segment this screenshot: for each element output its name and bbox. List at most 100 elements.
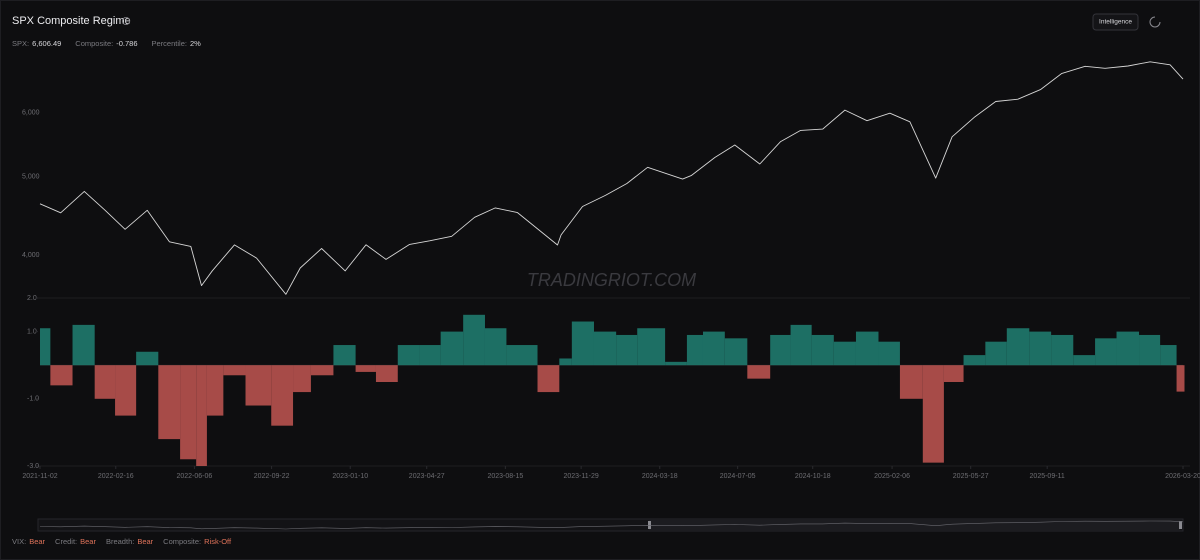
info-icon[interactable] — [122, 16, 131, 25]
x-tick-label: 2023-01-10 — [332, 473, 368, 480]
composite-bar — [115, 365, 137, 416]
composite-bar — [922, 365, 944, 463]
stat-label: Percentile: — [152, 39, 187, 48]
y-tick-label: -3.0 — [27, 463, 39, 470]
composite-bar — [943, 365, 964, 382]
x-tick-label: 2025-05-27 — [953, 473, 989, 480]
stat-value: Bear — [137, 537, 153, 546]
stat-label: SPX: — [12, 39, 29, 48]
composite-bar — [419, 345, 441, 366]
stat-value: Bear — [80, 537, 96, 546]
composite-bar — [593, 331, 617, 366]
composite-bar — [1051, 334, 1074, 366]
stat-value: 2% — [190, 39, 201, 48]
composite-bar — [506, 345, 538, 366]
composite-bar — [375, 365, 398, 382]
composite-bar — [878, 341, 900, 366]
stat-value: 6,606.49 — [32, 39, 61, 48]
composite-bar — [747, 365, 771, 379]
stat-label: VIX: — [12, 537, 26, 546]
composite-bar — [196, 365, 207, 466]
button-label[interactable]: Intelligence — [1099, 19, 1132, 26]
composite-bar — [985, 341, 1007, 366]
composite-bar — [571, 321, 594, 366]
stat-value: -0.786 — [116, 39, 137, 48]
composite-bar — [484, 328, 507, 366]
composite-bar — [702, 331, 725, 366]
composite-bar — [665, 361, 687, 366]
composite-bar — [724, 338, 748, 366]
composite-bar — [271, 365, 294, 426]
composite-bar — [559, 358, 572, 366]
composite-bar — [855, 331, 879, 366]
composite-bar — [833, 341, 856, 366]
composite-bar — [440, 331, 464, 366]
x-tick-label: 2022-09-22 — [254, 473, 290, 480]
x-tick-label: 2021-11-02 — [22, 473, 57, 480]
composite-bar — [1073, 355, 1096, 366]
composite-bar — [899, 365, 923, 399]
y-tick-label: -1.0 — [27, 396, 39, 403]
refresh-icon[interactable] — [1149, 16, 1161, 28]
stat-label: Composite: — [75, 39, 113, 48]
y-tick-label: 2.0 — [27, 295, 37, 302]
navigator-handle[interactable] — [648, 521, 651, 529]
composite-bar — [355, 365, 376, 372]
composite-bar — [245, 365, 272, 406]
composite-bar — [94, 365, 116, 399]
composite-bar — [50, 365, 73, 386]
navigator-handle[interactable] — [1179, 521, 1182, 529]
x-tick-label: 2022-06-06 — [176, 473, 212, 480]
composite-bar — [811, 334, 834, 366]
composite-bar — [1006, 328, 1030, 366]
x-tick-label: 2024-07-05 — [720, 473, 756, 480]
x-tick-label: 2023-04-27 — [409, 473, 445, 480]
composite-bar — [1176, 365, 1185, 392]
composite-bar — [136, 351, 159, 366]
composite-bar — [1139, 334, 1161, 366]
stat-value: Bear — [29, 537, 45, 546]
intelligence-button[interactable] — [1092, 13, 1139, 31]
composite-bar — [206, 365, 224, 416]
composite-bar — [637, 328, 666, 366]
title: SPX Composite Regime — [12, 15, 131, 27]
composite-bar — [180, 365, 197, 460]
composite-bar — [333, 345, 356, 366]
composite-bar — [223, 365, 246, 376]
composite-bar — [616, 334, 638, 366]
composite-bar — [1160, 345, 1177, 366]
stat-label: Breadth: — [106, 537, 134, 546]
navigator-window[interactable] — [649, 519, 1180, 531]
composite-bar — [1029, 331, 1052, 366]
x-tick-label: 2025-09-11 — [1030, 473, 1065, 480]
composite-bar — [963, 355, 986, 366]
stat-label: Credit: — [55, 537, 77, 546]
x-tick-label: 2024-03-18 — [642, 473, 678, 480]
composite-bar — [397, 345, 420, 366]
x-tick-label: 2024-10-18 — [795, 473, 831, 480]
composite-bar — [463, 314, 485, 366]
x-tick-label: 2026-03-20 — [1165, 473, 1200, 480]
composite-bar — [310, 365, 334, 376]
y-tick-label: 1.0 — [27, 328, 37, 335]
x-tick-label: 2022-02-16 — [98, 473, 134, 480]
composite-bar — [770, 334, 791, 366]
composite-bar — [158, 365, 181, 440]
stat-value: Risk-Off — [204, 537, 232, 546]
composite-bar — [790, 324, 812, 366]
x-tick-label: 2023-08-15 — [487, 473, 523, 480]
composite-bar — [686, 334, 703, 366]
watermark: TRADINGRIOT.COM — [527, 270, 696, 290]
x-tick-label: 2023-11-29 — [563, 473, 598, 480]
composite-bar — [40, 328, 51, 366]
spx-line — [39, 61, 1184, 295]
navigator-line — [39, 520, 1184, 530]
y-tick-label: 6,000 — [22, 110, 40, 117]
y-tick-label: 5,000 — [22, 174, 40, 181]
x-tick-label: 2025-02-06 — [874, 473, 910, 480]
composite-bar — [1116, 331, 1140, 366]
composite-bar — [1095, 338, 1117, 366]
composite-bar — [293, 365, 311, 393]
y-tick-label: 4,000 — [22, 252, 40, 259]
